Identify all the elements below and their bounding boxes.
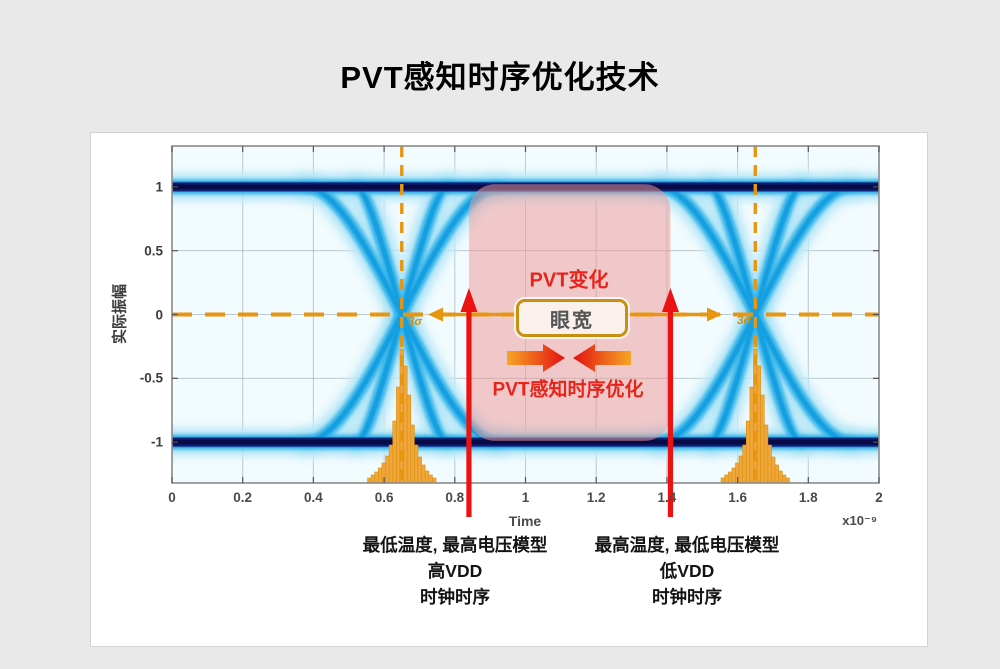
y-tick-label: -1	[150, 434, 163, 450]
pvt-aware-optimization-label: PVT感知时序优化	[492, 379, 644, 401]
x-axis-multiplier: x10⁻⁹	[842, 513, 877, 528]
x-tick-label: 1.4	[657, 490, 677, 505]
axis-ticks	[171, 146, 880, 483]
note-left-line2: 高VDD	[427, 561, 483, 581]
crossing-reference-lines	[172, 146, 879, 483]
x-tick-label: 0.2	[233, 490, 253, 505]
sigma-label-right: 3σ	[737, 315, 752, 327]
optimization-squeeze-arrows	[507, 344, 631, 372]
x-tick-label: 1.8	[798, 490, 818, 505]
note-left-corner: 最低温度, 最高电压模型 高VDD 时钟时序	[363, 532, 548, 610]
y-tick-label: 0.5	[144, 243, 163, 259]
chart-card: 实际振幅 1 0.5 0 -0.5 -1 0 0.2 0.4 0.6 0.8 1 1.2 1.4 1.6…	[90, 132, 928, 647]
x-tick-label: 1	[521, 490, 530, 505]
pvt-corner-arrows	[460, 288, 679, 517]
x-axis-label: Time	[508, 513, 542, 529]
y-axis-label: 实际振幅	[111, 283, 129, 345]
page-title: PVT感知时序优化技术	[340, 60, 660, 95]
note-left-line1: 最低温度, 最高电压模型	[362, 535, 548, 555]
x-tick-label: 0.8	[445, 490, 465, 505]
y-tick-label: 1	[155, 179, 163, 195]
note-right-line1: 最高温度, 最低电压模型	[594, 535, 780, 555]
x-tick-label: 0.6	[374, 490, 394, 505]
note-right-corner: 最高温度, 最低电压模型 低VDD 时钟时序	[595, 532, 780, 610]
x-tick-label: 1.2	[586, 490, 606, 505]
note-right-line3: 时钟时序	[651, 587, 722, 607]
x-tick-label: 2	[875, 490, 883, 505]
note-right-line2: 低VDD	[659, 561, 715, 581]
note-left-line3: 时钟时序	[419, 587, 490, 607]
x-tick-label: 0.4	[304, 490, 323, 505]
y-tick-label: 0	[155, 307, 163, 322]
eye-width-label: 眼宽	[550, 309, 594, 332]
sigma-label-left: 3σ	[408, 316, 423, 328]
eye-diagram-plot	[171, 145, 880, 517]
pvt-variation-label: PVT变化	[529, 269, 609, 292]
x-tick-label: 0	[168, 490, 176, 505]
y-tick-label: -0.5	[139, 370, 163, 386]
x-tick-label: 1.6	[728, 490, 747, 505]
eye-width-box: 眼宽	[516, 299, 628, 337]
